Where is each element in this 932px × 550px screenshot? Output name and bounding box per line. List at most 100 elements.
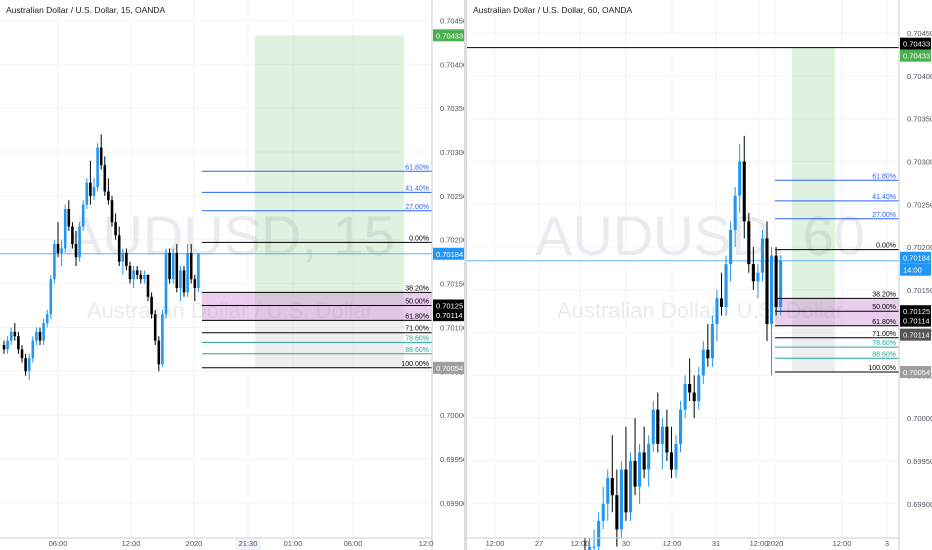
time-axis-tick-label: 01:00	[284, 539, 303, 548]
time-axis-tick-label: 12:00	[571, 539, 590, 548]
fib-level-label: 27.00%	[872, 212, 896, 219]
time-axis-tick-label: 31	[712, 539, 720, 548]
watermark-symbol: AUDUSD, 60	[535, 204, 865, 267]
price-badge-label: 0.70433	[436, 31, 463, 40]
price-axis-tick-label: 0.70150	[440, 280, 464, 289]
candle-body	[656, 409, 660, 444]
price-axis-tick-label: 0.70150	[907, 286, 932, 295]
price-chart-right[interactable]: AUDUSD, 60 Australian Dollar / U.S. Dolla…	[467, 0, 932, 550]
candle-body	[610, 478, 614, 496]
candle-body	[615, 495, 619, 530]
candle-body	[17, 336, 20, 350]
price-axis-tick-label: 0.70000	[440, 411, 464, 420]
price-badge-label: 0.70054	[436, 364, 463, 373]
candle-body	[99, 147, 103, 166]
price-badge	[900, 263, 931, 276]
candle-body	[74, 244, 78, 258]
price-badge-label: 0.70125	[436, 302, 463, 311]
price-badge-label: 0.70184	[436, 250, 463, 259]
candle-body	[733, 195, 737, 230]
candle-body	[157, 340, 161, 365]
chart-panel-left[interactable]: AUDUSD, 15 Australian Dollar / U.S. Dolla…	[0, 0, 464, 550]
candle-body	[27, 358, 31, 372]
candle-body	[117, 235, 121, 262]
price-axis-tick-label: 0.70250	[907, 200, 932, 209]
fib-level-label: 27.00%	[405, 204, 429, 211]
time-axis-tick-label: 21:30	[239, 539, 258, 548]
fib-level-label: 61.80%	[405, 313, 429, 320]
candle-body	[6, 340, 9, 350]
candle-body	[701, 349, 705, 376]
price-badge	[433, 29, 464, 42]
candle-body	[103, 165, 107, 192]
time-axis-tick-label: 27	[535, 539, 543, 548]
candle-body	[742, 161, 746, 222]
watermark-description: Australian Dollar / U.S. Dollar	[87, 298, 373, 323]
candle-body	[114, 222, 117, 236]
candle-body	[619, 469, 623, 530]
candle-body	[597, 520, 601, 547]
time-axis-tick-label: 12:00	[122, 539, 141, 548]
candle-body	[706, 349, 710, 359]
chart-title-right: Australian Dollar / U.S. Dollar, 60, OAN…	[473, 5, 633, 15]
price-axis-tick-label: 0.70400	[907, 72, 932, 81]
candle-body	[779, 260, 783, 307]
fib-level-label: 0.00%	[409, 235, 429, 242]
candle-body	[756, 272, 760, 282]
time-axis-tick-label: 2020	[767, 539, 784, 548]
price-axis-tick-label: 0.70250	[440, 192, 464, 201]
fib-level-label: 78.60%	[405, 335, 429, 342]
candle-body	[96, 147, 99, 188]
candle-body	[628, 460, 633, 513]
time-axis-tick-label: 06:00	[49, 539, 68, 548]
candle-body	[78, 226, 81, 258]
candle-body	[161, 314, 164, 365]
price-badge-label: 0.70114	[903, 317, 930, 326]
candle-body	[724, 264, 728, 307]
candle-body	[42, 323, 45, 341]
candle-body	[588, 546, 592, 550]
candle-body	[660, 426, 664, 444]
price-axis-tick-label: 0.70200	[440, 236, 464, 245]
price-badge	[433, 247, 464, 260]
price-axis-tick-label: 0.69950	[440, 455, 464, 464]
candle-body	[139, 274, 143, 280]
candle-body	[31, 340, 35, 359]
time-axis-tick-label: 12:00	[486, 539, 505, 548]
candle-body	[674, 443, 678, 470]
fib-level-label: 100.00%	[868, 365, 896, 372]
price-badge-label: 0.70114	[436, 311, 463, 320]
price-badge	[900, 49, 931, 62]
candle-body	[135, 270, 139, 275]
fib-level-label: 41.40%	[872, 194, 896, 201]
price-axis-tick-label: 0.70000	[907, 414, 932, 423]
fib-level-label: 61.80%	[405, 164, 429, 171]
candle-body	[179, 270, 182, 288]
candle-body	[110, 200, 114, 223]
position-stop-zone	[255, 305, 404, 368]
candle-body	[171, 252, 175, 280]
candle-body	[633, 460, 637, 487]
panel-divider[interactable]	[464, 0, 467, 550]
fib-highlight-band	[202, 292, 432, 321]
candle-body	[601, 503, 605, 521]
candle-body	[132, 270, 135, 280]
candle-body	[651, 409, 655, 444]
candle-body	[747, 221, 751, 265]
price-axis-tick-label: 0.70450	[907, 29, 932, 38]
fib-level-label: 50.00%	[405, 299, 429, 306]
fib-level-label: 38.20%	[405, 285, 429, 292]
candle-body	[770, 255, 774, 325]
fib-highlight-band	[775, 298, 899, 326]
candle-body	[150, 296, 153, 315]
price-axis-tick-label: 0.69900	[907, 500, 932, 509]
candle-body	[175, 252, 179, 288]
candle-body	[107, 191, 110, 201]
chart-panel-right[interactable]: AUDUSD, 60 Australian Dollar / U.S. Dolla…	[467, 0, 932, 550]
time-cursor-badge	[235, 539, 261, 550]
fib-level-label: 88.60%	[405, 347, 429, 354]
candle-body	[760, 238, 764, 273]
candle-body	[774, 255, 778, 307]
time-axis-tick-label: 12:00	[663, 539, 682, 548]
